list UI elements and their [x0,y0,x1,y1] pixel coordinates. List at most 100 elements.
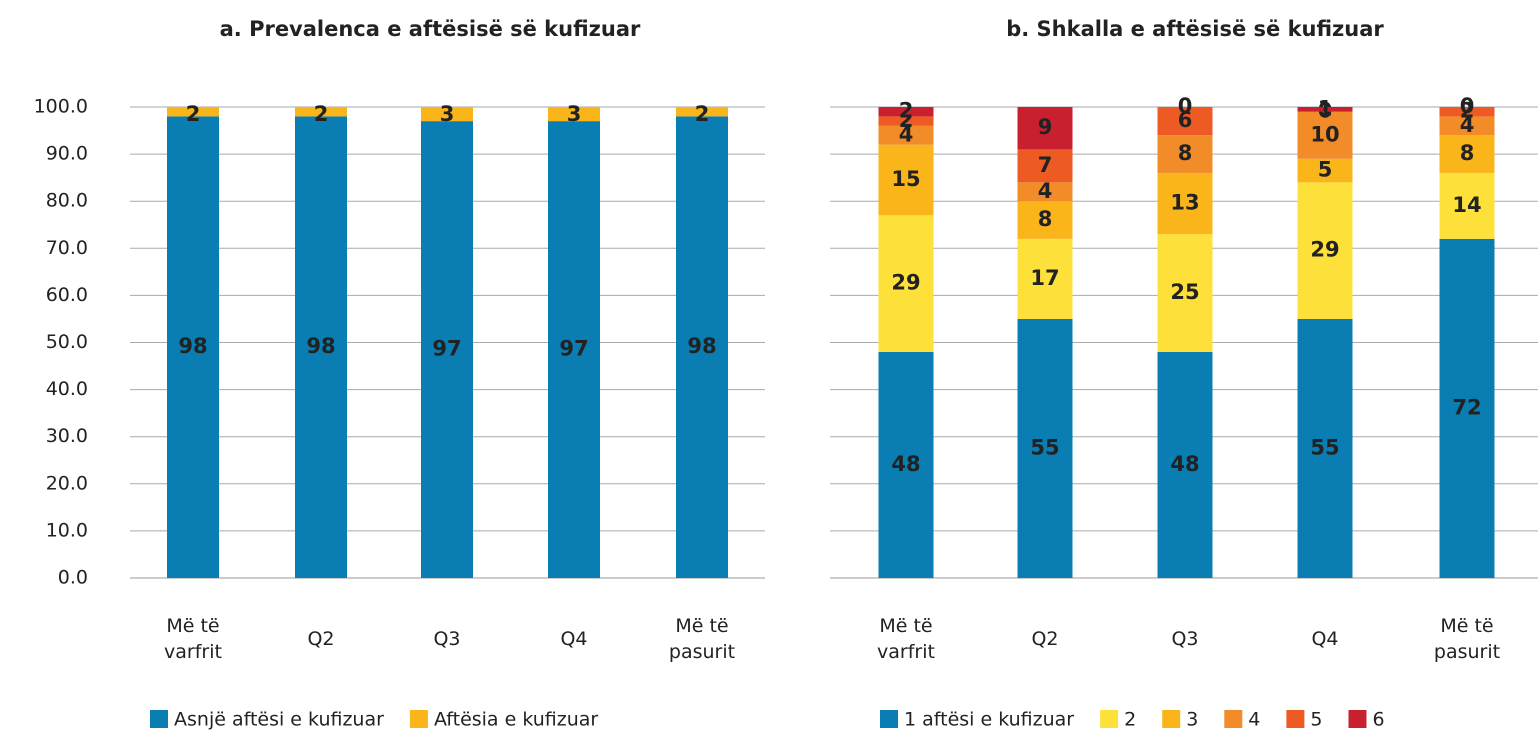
x-tick-label-box: Q3 [433,628,460,650]
legend-swatch [1100,710,1119,728]
y-tick-label: 60.0 [46,284,88,306]
bar-segment [1439,172,1495,239]
bar-segment [1017,201,1073,239]
bar-segment [1439,116,1495,136]
x-tick-label: Q4 [560,628,588,651]
bar-segment [295,107,347,117]
bar-segment [167,116,219,579]
data-label: 0 [1178,94,1193,118]
data-label: 10 [1310,122,1339,146]
y-tick-label: 40.0 [46,378,88,400]
legend-label: 5 [1310,709,1322,731]
bar-segment [548,121,600,578]
bar-segment [878,116,934,126]
x-tick-label: Q3 [1171,628,1199,651]
data-label: 72 [1452,395,1481,419]
legend-swatch [1348,710,1367,728]
bar-segment [878,351,934,578]
data-label: 98 [687,334,716,358]
y-tick-label: 20.0 [46,472,88,494]
legend-swatch [1224,710,1243,728]
y-tick-label: 90.0 [46,143,88,165]
data-label: 9 [1038,115,1053,139]
chart-title: a. Prevalenca e aftësisë së kufizuar [220,17,641,41]
bar-segment [1157,351,1213,578]
legend-label: 6 [1372,709,1384,731]
bar-segment [1297,107,1353,112]
bar-segment [1157,107,1213,136]
data-label: 6 [1178,108,1193,132]
bar-segment [167,107,219,117]
data-label: 98 [306,334,335,358]
data-label: 25 [1170,280,1199,304]
data-label: 0 [1460,94,1475,118]
data-label: 15 [891,167,920,191]
data-label: 2 [314,102,329,126]
x-tick-label-box: Më të pasurit [1433,615,1501,663]
bar-segment [1157,172,1213,235]
bar-segment [1017,238,1073,319]
y-tick-label: 0.0 [58,567,88,589]
legend-swatch [1162,710,1181,728]
legend-label: 1 aftësi e kufizuar [904,709,1074,731]
data-label: 55 [1030,435,1059,459]
x-tick-label-box: Më të pasurit [669,615,735,663]
bar-segment [295,116,347,579]
x-tick-label-box: Q4 [560,628,588,651]
data-label: 4 [899,122,914,146]
x-tick-label-box: Më të varfrit [164,615,222,663]
data-label: 29 [1310,238,1339,262]
x-tick-label: Më të varfrit [164,615,222,663]
bar-segment [421,107,473,122]
data-label: 4 [1460,113,1475,137]
bar-segment [676,107,728,117]
data-label: 1 [1318,96,1333,120]
x-tick-label: Më të pasurit [1433,615,1501,663]
legend-swatch [1286,710,1305,728]
x-tick-label-box: Më të varfrit [877,615,935,663]
bar-segment [421,121,473,578]
legend-label: 2 [1124,709,1136,731]
bar-segment [1439,135,1495,173]
y-tick-label: 50.0 [46,331,88,353]
data-label: 55 [1310,435,1339,459]
data-label: 14 [1452,193,1481,217]
y-tick-label: 70.0 [46,237,88,259]
data-label: 2 [186,102,201,126]
data-label: 48 [891,452,920,476]
data-label: 3 [567,102,582,126]
data-label: 97 [432,337,461,361]
data-label: 17 [1030,266,1059,290]
x-tick-label-box: Q2 [1031,628,1059,651]
data-label: 8 [1460,141,1475,165]
y-tick-label: 80.0 [46,190,88,212]
bar-segment [676,116,728,579]
y-tick-label: 10.0 [46,519,88,541]
x-tick-label-box: Q4 [1311,628,1339,651]
data-label: 13 [1170,191,1199,215]
y-tick-label: 100.0 [34,96,88,118]
data-label: 2 [695,102,710,126]
legend-label: Asnjë aftësi e kufizuar [174,709,384,731]
bar-segment [1297,318,1353,578]
bar-segment [878,107,934,117]
bar-segment [1017,107,1073,150]
data-label: 29 [891,271,920,295]
x-tick-label: Q4 [1311,628,1339,651]
bar-segment [878,125,934,145]
bar-segment [1017,318,1073,578]
y-tick-label: 30.0 [46,425,88,447]
x-tick-label: Q2 [1031,628,1059,651]
data-label: 7 [1038,153,1053,177]
data-label: 2 [1460,99,1475,123]
legend-swatch [409,710,428,728]
data-label: 5 [1318,158,1333,182]
bar-segment [878,215,934,352]
data-label: 3 [440,102,455,126]
bar-segment [1439,238,1495,578]
x-tick-label: Më të varfrit [877,615,935,663]
x-tick-label-box: Q2 [307,628,334,650]
bar-segment [1017,149,1073,183]
